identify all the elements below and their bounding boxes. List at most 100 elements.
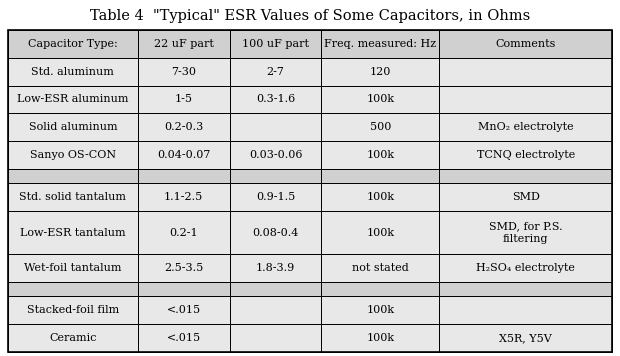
Text: 1.1-2.5: 1.1-2.5 xyxy=(164,192,203,202)
Text: H₂SO₄ electrolyte: H₂SO₄ electrolyte xyxy=(476,263,575,273)
Bar xyxy=(229,297,322,324)
Bar xyxy=(8,254,138,282)
Bar xyxy=(8,297,138,324)
Bar xyxy=(439,169,612,183)
Text: 0.08-0.4: 0.08-0.4 xyxy=(252,228,299,238)
Bar xyxy=(322,324,439,352)
Bar xyxy=(439,324,612,352)
Bar xyxy=(229,30,322,58)
Text: 7-30: 7-30 xyxy=(171,67,197,77)
Text: Wet-foil tantalum: Wet-foil tantalum xyxy=(24,263,122,273)
Text: 100k: 100k xyxy=(366,305,394,315)
Bar xyxy=(439,141,612,169)
Text: 100k: 100k xyxy=(366,150,394,160)
Text: 120: 120 xyxy=(370,67,391,77)
Bar xyxy=(138,297,229,324)
Text: 500: 500 xyxy=(370,122,391,132)
Bar xyxy=(322,113,439,141)
Text: Low-ESR aluminum: Low-ESR aluminum xyxy=(17,94,129,104)
Text: Stacked-foil film: Stacked-foil film xyxy=(27,305,119,315)
Bar xyxy=(229,141,322,169)
Bar xyxy=(229,282,322,297)
Bar xyxy=(439,183,612,211)
Text: 2.5-3.5: 2.5-3.5 xyxy=(164,263,203,273)
Bar xyxy=(439,30,612,58)
Bar xyxy=(439,282,612,297)
Bar xyxy=(138,254,229,282)
Bar xyxy=(439,113,612,141)
Bar xyxy=(138,324,229,352)
Text: 0.2-1: 0.2-1 xyxy=(169,228,198,238)
Bar xyxy=(322,169,439,183)
Text: TCNQ electrolyte: TCNQ electrolyte xyxy=(477,150,575,160)
Text: 0.03-0.06: 0.03-0.06 xyxy=(249,150,303,160)
Text: Std. solid tantalum: Std. solid tantalum xyxy=(19,192,126,202)
Text: not stated: not stated xyxy=(352,263,409,273)
Text: 2-7: 2-7 xyxy=(267,67,285,77)
Bar xyxy=(8,85,138,113)
Bar xyxy=(439,85,612,113)
Bar xyxy=(229,58,322,85)
Text: 0.2-0.3: 0.2-0.3 xyxy=(164,122,203,132)
Text: Low-ESR tantalum: Low-ESR tantalum xyxy=(20,228,126,238)
Text: SMD: SMD xyxy=(512,192,539,202)
Text: 100k: 100k xyxy=(366,94,394,104)
Text: 0.9-1.5: 0.9-1.5 xyxy=(256,192,295,202)
Bar xyxy=(439,211,612,254)
Bar xyxy=(138,141,229,169)
Text: Ceramic: Ceramic xyxy=(49,333,97,343)
Text: Capacitor Type:: Capacitor Type: xyxy=(28,39,118,49)
Text: Freq. measured: Hz: Freq. measured: Hz xyxy=(324,39,436,49)
Text: 1.8-3.9: 1.8-3.9 xyxy=(256,263,295,273)
Text: X5R, Y5V: X5R, Y5V xyxy=(499,333,552,343)
Text: Std. aluminum: Std. aluminum xyxy=(32,67,114,77)
Bar xyxy=(229,254,322,282)
Bar xyxy=(138,282,229,297)
Bar xyxy=(322,282,439,297)
Text: SMD, for P.S.
filtering: SMD, for P.S. filtering xyxy=(489,221,562,244)
Bar xyxy=(8,30,138,58)
Bar xyxy=(322,141,439,169)
Bar xyxy=(138,30,229,58)
Bar xyxy=(138,169,229,183)
Bar xyxy=(8,183,138,211)
Bar xyxy=(8,282,138,297)
Bar xyxy=(8,141,138,169)
Text: 0.3-1.6: 0.3-1.6 xyxy=(256,94,295,104)
Bar xyxy=(229,211,322,254)
Text: 1-5: 1-5 xyxy=(175,94,193,104)
Bar xyxy=(322,211,439,254)
Bar xyxy=(229,113,322,141)
Bar xyxy=(8,169,138,183)
Bar xyxy=(8,211,138,254)
Bar xyxy=(8,58,138,85)
Text: 22 uF part: 22 uF part xyxy=(154,39,214,49)
Bar xyxy=(322,85,439,113)
Text: MnO₂ electrolyte: MnO₂ electrolyte xyxy=(478,122,574,132)
Bar xyxy=(439,297,612,324)
Bar xyxy=(8,324,138,352)
Text: Solid aluminum: Solid aluminum xyxy=(29,122,117,132)
Bar xyxy=(138,113,229,141)
Text: 100k: 100k xyxy=(366,192,394,202)
Text: Comments: Comments xyxy=(495,39,556,49)
Bar xyxy=(439,58,612,85)
Bar xyxy=(322,254,439,282)
Bar xyxy=(322,183,439,211)
Text: 100k: 100k xyxy=(366,228,394,238)
Text: 0.04-0.07: 0.04-0.07 xyxy=(157,150,210,160)
Text: 100k: 100k xyxy=(366,333,394,343)
Bar xyxy=(8,113,138,141)
Bar xyxy=(322,297,439,324)
Bar xyxy=(322,58,439,85)
Bar xyxy=(229,324,322,352)
Bar xyxy=(138,183,229,211)
Bar xyxy=(138,211,229,254)
Bar xyxy=(229,169,322,183)
Bar xyxy=(439,254,612,282)
Text: <.015: <.015 xyxy=(167,333,201,343)
Text: <.015: <.015 xyxy=(167,305,201,315)
Text: Table 4  "Typical" ESR Values of Some Capacitors, in Ohms: Table 4 "Typical" ESR Values of Some Cap… xyxy=(90,9,530,23)
Bar xyxy=(322,30,439,58)
Text: Sanyo OS-CON: Sanyo OS-CON xyxy=(30,150,116,160)
